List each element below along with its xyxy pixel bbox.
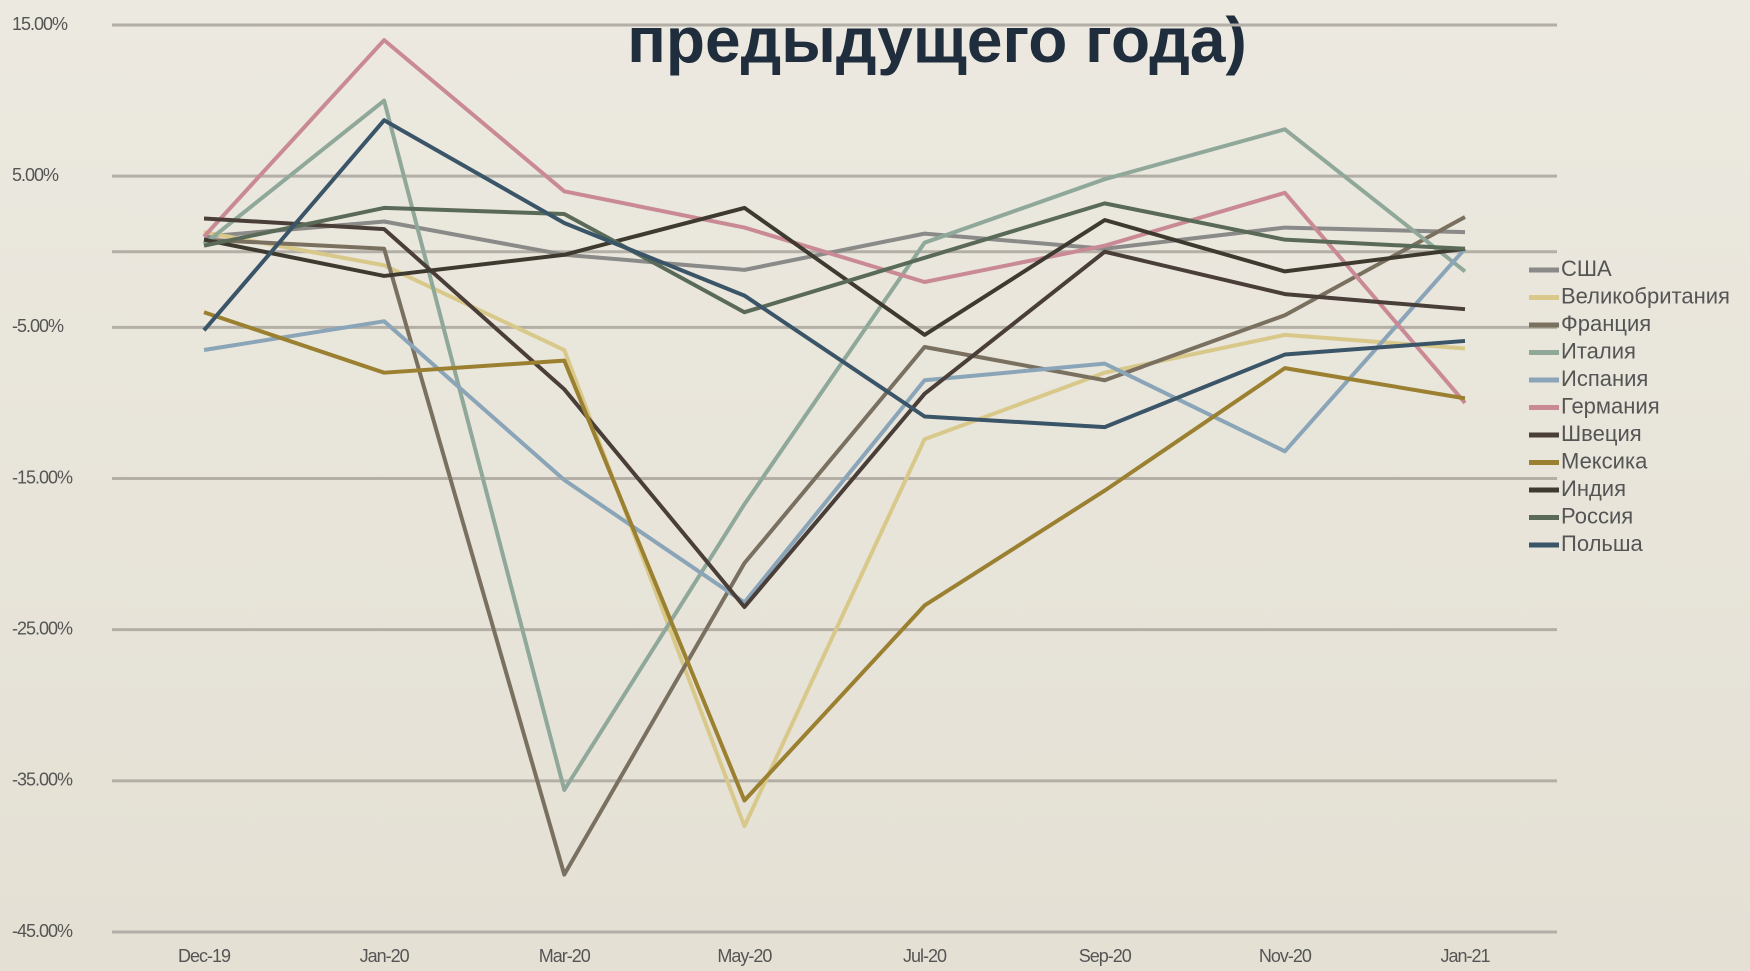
legend-label: Индия — [1561, 476, 1626, 501]
legend-label: Франция — [1561, 311, 1651, 336]
series-line — [203, 310, 1466, 803]
series-line — [203, 201, 1466, 315]
x-tick-label: Nov-20 — [1259, 946, 1312, 966]
x-tick-label: Jul-20 — [903, 946, 947, 966]
y-tick-label: 5.00% — [12, 165, 59, 185]
y-tick-label: -35.00% — [12, 770, 73, 790]
series-line — [203, 205, 1466, 337]
series-line — [203, 215, 1466, 877]
x-tick-label: Sep-20 — [1079, 946, 1132, 966]
legend-label: Россия — [1561, 503, 1633, 528]
legend-label: Мексика — [1561, 448, 1648, 473]
y-tick-label: -25.00% — [12, 618, 73, 638]
y-tick-label: -5.00% — [12, 316, 64, 336]
legend-label: Испания — [1561, 366, 1648, 391]
x-tick-label: Jan-21 — [1440, 946, 1490, 966]
legend-label: Швеция — [1561, 421, 1642, 446]
y-tick-label: -15.00% — [12, 467, 73, 487]
y-tick-label: -45.00% — [12, 921, 73, 941]
legend-label: Великобритания — [1561, 283, 1730, 308]
chart-title: предыдущего года) — [627, 4, 1247, 76]
legend-label: Польша — [1561, 531, 1644, 556]
legend-label: Италия — [1561, 338, 1636, 363]
series-line — [202, 118, 1466, 430]
x-tick-label: Jan-20 — [360, 946, 410, 966]
series-line — [203, 230, 1466, 829]
x-tick-label: Dec-19 — [178, 946, 231, 966]
legend-label: США — [1561, 256, 1612, 281]
y-tick-label: 15.00% — [12, 14, 68, 34]
series-line — [202, 38, 1467, 405]
series-line — [203, 247, 1467, 605]
x-tick-label: May-20 — [717, 946, 772, 966]
series-line — [202, 98, 1467, 792]
series-line — [203, 219, 1466, 272]
x-tick-label: Mar-20 — [539, 946, 591, 966]
series-line — [203, 216, 1466, 609]
legend-label: Германия — [1561, 393, 1660, 418]
